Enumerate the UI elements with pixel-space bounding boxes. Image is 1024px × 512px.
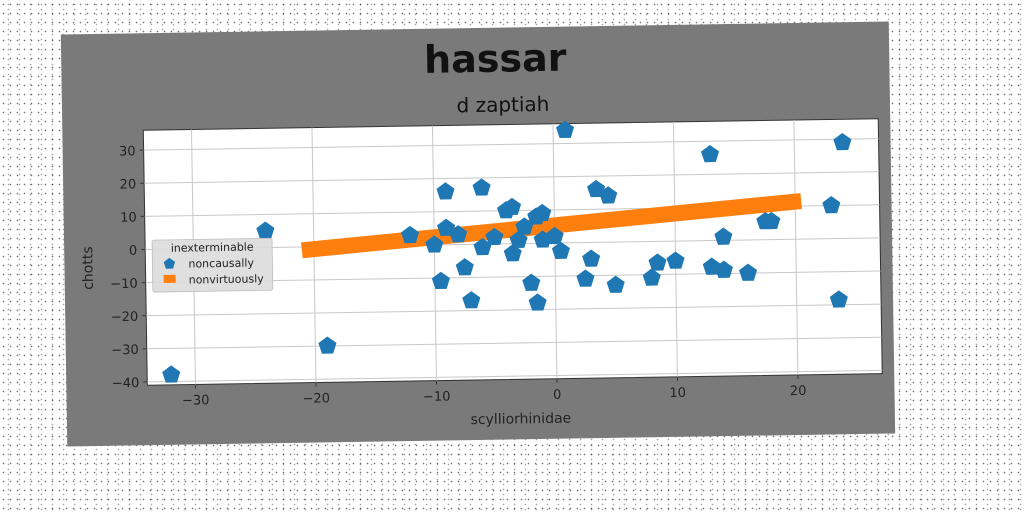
legend-line-marker [163, 274, 176, 283]
y-tick-label: 0 [129, 244, 138, 259]
trend-line [301, 193, 802, 259]
scatter-point [472, 178, 491, 196]
legend-title: inexterminable [171, 241, 254, 255]
y-axis-ticks: −40 −30 −20 −10 0 10 20 30 [110, 144, 148, 391]
scatter-point [829, 290, 848, 308]
x-tick-label: −20 [302, 391, 330, 406]
scatter-point [431, 271, 450, 290]
x-tick-label: 10 [669, 386, 686, 401]
scatter-point [528, 293, 547, 311]
legend-pentagon-marker [163, 257, 176, 269]
scatter-point [714, 260, 733, 278]
scatter-point [822, 196, 841, 214]
legend-box [151, 237, 274, 293]
scatter-point [462, 291, 481, 309]
scatter-point [700, 144, 720, 163]
legend-entry-noncausally: noncausally [188, 257, 254, 271]
scatter-point [576, 269, 595, 287]
grid-line-y [146, 336, 882, 350]
scatter-point [833, 132, 852, 151]
chart-subtitle: d zaptiah [456, 92, 549, 117]
y-tick-label: −20 [111, 310, 139, 325]
scatter-point [606, 275, 625, 293]
scatter-point [648, 253, 667, 271]
grid-line-x [793, 120, 799, 376]
scatter-point [642, 268, 661, 286]
scatter-point [762, 211, 781, 230]
scatter-point [436, 182, 455, 200]
y-tick-label: −10 [110, 277, 138, 292]
grid-line-y [144, 171, 880, 184]
scatter-series [162, 120, 852, 383]
x-axis-ticks: −30 −20 −10 0 10 20 [182, 374, 807, 409]
scatter-point [425, 235, 444, 253]
chart-title: hassar [424, 36, 567, 82]
scatter-point [449, 225, 468, 243]
y-tick-label: −40 [112, 376, 140, 391]
scatter-point [714, 227, 733, 245]
line-series [301, 193, 802, 259]
scatter-point [545, 226, 564, 245]
x-tick-label: −30 [182, 393, 210, 408]
grid-line-y [147, 369, 883, 383]
scatter-point [401, 225, 420, 244]
scatter-point [256, 221, 275, 239]
scatter-point [503, 244, 522, 262]
scatter-point [162, 365, 181, 383]
scatter-point [318, 336, 337, 354]
scatter-point [515, 217, 534, 235]
grid-line-y [146, 303, 882, 317]
y-tick-label: 30 [119, 144, 136, 159]
scatter-point [473, 237, 492, 256]
scatter-point [455, 258, 474, 276]
scatter-point [739, 263, 758, 281]
x-axis-label: scylliorhinidae [470, 411, 571, 429]
grid-line-x [431, 125, 437, 381]
x-tick-label: −10 [423, 389, 451, 404]
legend-entry-nonvirtuously: nonvirtuously [189, 272, 265, 286]
rotated-figure-group: −30 −20 −10 0 10 20 −40 −30 −20 −10 0 10 20 30 hassa… [60, 21, 896, 447]
y-axis-label: chotts [80, 246, 97, 290]
x-tick-label: 0 [553, 388, 562, 403]
scatter-point [666, 251, 685, 269]
scatter-point [533, 203, 552, 222]
grid-line-y [143, 138, 879, 151]
scatter-point [522, 273, 541, 291]
scatter-point [551, 241, 570, 259]
y-tick-label: −30 [111, 343, 139, 358]
scatter-point [485, 227, 504, 246]
grid-line-x [672, 121, 678, 377]
scatter-point [509, 230, 528, 249]
scatter-point [502, 197, 522, 216]
y-tick-label: 20 [120, 177, 137, 192]
scatter-point [582, 249, 601, 267]
x-tick-label: 20 [790, 384, 807, 399]
scatter-point [556, 120, 575, 139]
y-tick-label: 10 [120, 210, 137, 225]
legend: inexterminable noncausally nonvirtuously [151, 237, 274, 293]
scatter-point [599, 186, 618, 204]
